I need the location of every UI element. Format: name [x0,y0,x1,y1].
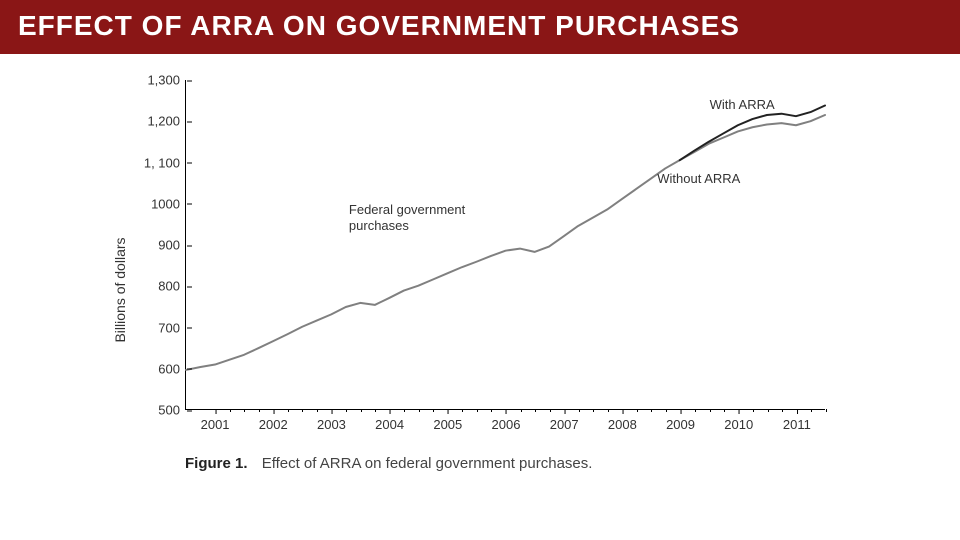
x-minor-tick [724,409,725,412]
x-minor-tick [651,409,652,412]
chart-annotation: Without ARRA [657,171,740,186]
figure-caption-text: Effect of ARRA on federal government pur… [262,455,593,472]
x-minor-tick [782,409,783,412]
x-minor-tick [710,409,711,412]
y-axis-title: Billions of dollars [112,237,128,342]
x-minor-tick [419,409,420,412]
x-tick-label: 2004 [375,409,404,432]
chart-annotation: purchases [349,218,409,233]
y-tick-label: 1000 [151,196,186,211]
figure-caption: Figure 1. Effect of ARRA on federal gove… [185,455,592,472]
x-tick-label: 2006 [492,409,521,432]
x-minor-tick [666,409,667,412]
x-tick-label: 2008 [608,409,637,432]
x-minor-tick [404,409,405,412]
slide-title-bar: EFFECT OF ARRA ON GOVERNMENT PURCHASES [0,0,960,54]
x-tick-label: 2002 [259,409,288,432]
series-with_arra [680,106,825,161]
x-minor-tick [288,409,289,412]
x-minor-tick [462,409,463,412]
x-minor-tick [244,409,245,412]
y-tick-label: 1,200 [147,114,186,129]
plot-area: 50060070080090010001, 1001,2001,30020012… [185,80,825,410]
x-minor-tick [579,409,580,412]
figure-caption-label: Figure 1. [185,455,248,472]
x-minor-tick [550,409,551,412]
x-tick-label: 2007 [550,409,579,432]
series-without_arra [186,115,825,370]
x-minor-tick [608,409,609,412]
x-tick-label: 2009 [666,409,695,432]
x-minor-tick [768,409,769,412]
x-tick-label: 2005 [433,409,462,432]
x-minor-tick [695,409,696,412]
chart-annotation: With ARRA [710,97,775,112]
x-minor-tick [375,409,376,412]
x-minor-tick [491,409,492,412]
x-tick-label: 2003 [317,409,346,432]
x-minor-tick [433,409,434,412]
x-minor-tick [826,409,827,412]
x-minor-tick [811,409,812,412]
chart-annotation: Federal government [349,202,465,217]
x-tick-label: 2011 [783,409,811,432]
x-minor-tick [317,409,318,412]
y-tick-label: 700 [158,320,186,335]
x-minor-tick [637,409,638,412]
y-tick-label: 900 [158,238,186,253]
x-tick-label: 2010 [724,409,753,432]
line-series-svg [186,80,825,409]
x-minor-tick [361,409,362,412]
y-tick-label: 1,300 [147,73,186,88]
y-tick-label: 500 [158,403,186,418]
x-minor-tick [302,409,303,412]
x-tick-label: 2001 [201,409,230,432]
x-minor-tick [346,409,347,412]
x-minor-tick [753,409,754,412]
x-minor-tick [521,409,522,412]
chart-container: Billions of dollars 50060070080090010001… [125,70,845,510]
x-minor-tick [230,409,231,412]
y-tick-label: 600 [158,361,186,376]
x-minor-tick [593,409,594,412]
x-minor-tick [535,409,536,412]
x-minor-tick [477,409,478,412]
x-minor-tick [259,409,260,412]
y-tick-label: 800 [158,279,186,294]
slide-title: EFFECT OF ARRA ON GOVERNMENT PURCHASES [18,10,740,41]
y-tick-label: 1, 100 [144,155,186,170]
